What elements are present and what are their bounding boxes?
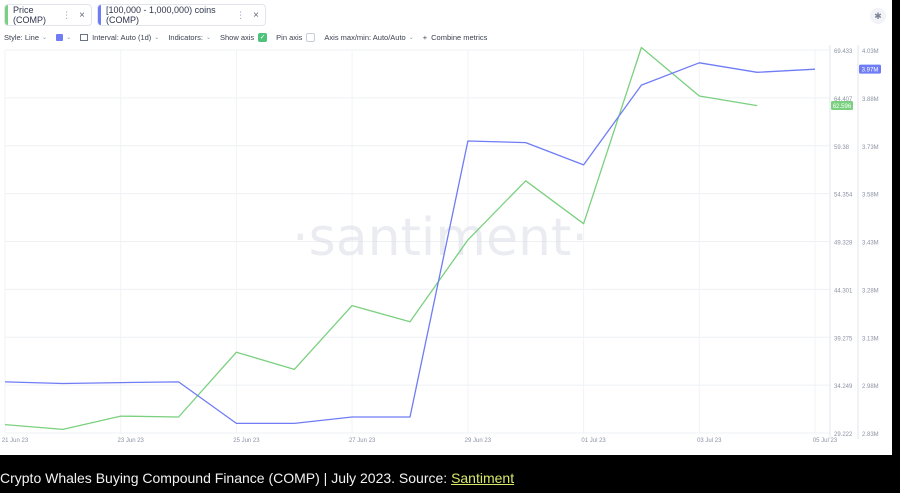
indicators-label: Indicators: (168, 32, 203, 42)
axis-minmax-label: Axis max/min: Auto/Auto (324, 32, 406, 42)
axis-minmax-dropdown[interactable]: Axis max/min: Auto/Auto ⌄ (324, 33, 413, 42)
right-axis-tick-label: 3.28M (862, 288, 879, 294)
show-axis-toggle[interactable]: Show axis ✓ (219, 32, 268, 42)
style-label: Style: Line (4, 32, 40, 42)
x-axis-tick-label: 29 Jun 23 (465, 438, 492, 444)
right-axis-tick-label: 3.58M (862, 193, 879, 199)
last-value-label: 3.97M (862, 68, 879, 74)
santiment-watermark: ·santiment· (292, 208, 588, 268)
checkbox-checked-icon[interactable]: ✓ (258, 32, 268, 42)
chevron-down-icon: ⌄ (408, 34, 414, 41)
chevron-down-icon: ⌄ (154, 34, 160, 41)
pin-axis-toggle[interactable]: Pin axis (276, 32, 316, 42)
combine-metrics-button[interactable]: + Combine metrics (423, 33, 488, 42)
x-axis-tick-label: 27 Jun 23 (349, 438, 376, 444)
right-axis-tick-label: 3.88M (862, 97, 879, 103)
left-axis-tick-label: 39.275 (834, 336, 853, 342)
right-axis-tick-label: 3.73M (862, 145, 879, 151)
left-axis-tick-label: 64.407 (834, 97, 853, 103)
line-chart: ·santiment· 69.433 64.407 59.38 54.354 49.32… (2, 45, 881, 444)
combine-metrics-label: Combine metrics (431, 32, 488, 42)
calendar-icon (80, 33, 89, 41)
left-axis-tick-label: 69.433 (834, 49, 853, 55)
plus-icon: + (422, 32, 428, 42)
left-axis: 69.433 64.407 59.38 54.354 49.328 44.301 39.27… (834, 49, 853, 438)
right-axis-tick-label: 4.03M (862, 49, 879, 55)
chart-series (4, 46, 816, 431)
more-icon[interactable]: ⋮ (62, 9, 72, 20)
caption-text: Crypto Whales Buying Compound Finance (C… (0, 470, 452, 486)
left-axis-tick-label: 34.249 (834, 384, 853, 390)
x-axis-tick-label: 01 Jul 23 (581, 438, 606, 444)
checkbox-empty-icon[interactable] (306, 32, 316, 42)
chart-grid (4, 45, 859, 439)
metric-tab-label: [100,000 - 1,000,000) coins (COMP) (106, 5, 216, 25)
show-axis-label: Show axis (219, 32, 255, 42)
chevron-down-icon: ⌄ (66, 34, 72, 41)
chart-toolbar: Style: Line ⌄ ⌄ Interval: Auto (1d) ⌄ Indi… (0, 30, 892, 44)
left-axis-tick-label: 49.328 (834, 241, 853, 247)
right-axis: 4.03M 3.88M 3.73M 3.58M 3.43M 3.28M 3.13M 2.98M… (862, 49, 879, 438)
holders-line (4, 62, 816, 425)
last-value-badge (859, 64, 881, 74)
more-icon[interactable]: ⋮ (236, 9, 246, 20)
x-axis-tick-label: 03 Jul 23 (697, 438, 722, 444)
x-axis: 21 Jun 23 23 Jun 23 25 Jun 23 27 Jun 23 29 J… (2, 438, 838, 444)
color-swatch (56, 33, 64, 41)
left-axis-tick-label: 29.222 (834, 432, 853, 438)
right-axis-tick-label: 2.98M (862, 384, 879, 390)
close-icon[interactable]: × (253, 9, 259, 21)
chevron-down-icon: ⌄ (42, 34, 48, 41)
settings-icon[interactable]: ✱ (870, 8, 886, 24)
interval-label: Interval: Auto (1d) (92, 32, 152, 42)
pin-axis-label: Pin axis (276, 32, 303, 42)
price-line (4, 46, 758, 431)
left-axis-tick-label: 54.354 (834, 193, 853, 199)
x-axis-tick-label: 23 Jun 23 (118, 438, 145, 444)
series-color-bar (98, 5, 101, 25)
color-picker[interactable]: ⌄ (56, 33, 72, 41)
interval-dropdown[interactable]: Interval: Auto (1d) ⌄ (80, 33, 159, 42)
chart-panel: Price (COMP) ⋮ × [100,000 - 1,000,000) c… (0, 0, 892, 455)
series-color-bar (5, 5, 8, 25)
indicators-dropdown[interactable]: Indicators: ⌄ (168, 33, 211, 42)
x-axis-tick-label: 21 Jun 23 (2, 438, 29, 444)
right-axis-tick-label: 3.43M (862, 241, 879, 247)
source-link[interactable]: Santiment (451, 470, 515, 486)
x-axis-tick-label: 05 Jul 23 (813, 438, 838, 444)
metric-tab-holders[interactable]: [100,000 - 1,000,000) coins (COMP) ⋮ × (97, 4, 266, 26)
left-axis-tick-label: 59.38 (834, 145, 850, 151)
chevron-down-icon: ⌄ (205, 34, 211, 41)
last-value-label: 62.596 (833, 104, 852, 110)
metric-tab-price[interactable]: Price (COMP) ⋮ × (4, 4, 92, 26)
right-axis-tick-label: 3.13M (862, 336, 879, 342)
left-axis-tick-label: 44.301 (834, 288, 853, 294)
style-dropdown[interactable]: Style: Line ⌄ (4, 33, 47, 42)
right-axis-tick-label: 2.83M (862, 432, 879, 438)
close-icon[interactable]: × (79, 9, 85, 21)
metric-tab-label: Price (COMP) (13, 5, 46, 25)
last-value-badges: 62.596 3.97M (831, 64, 881, 111)
last-value-badge (831, 101, 853, 111)
x-axis-tick-label: 25 Jun 23 (233, 438, 260, 444)
figure-caption: Crypto Whales Buying Compound Finance (C… (0, 470, 514, 486)
